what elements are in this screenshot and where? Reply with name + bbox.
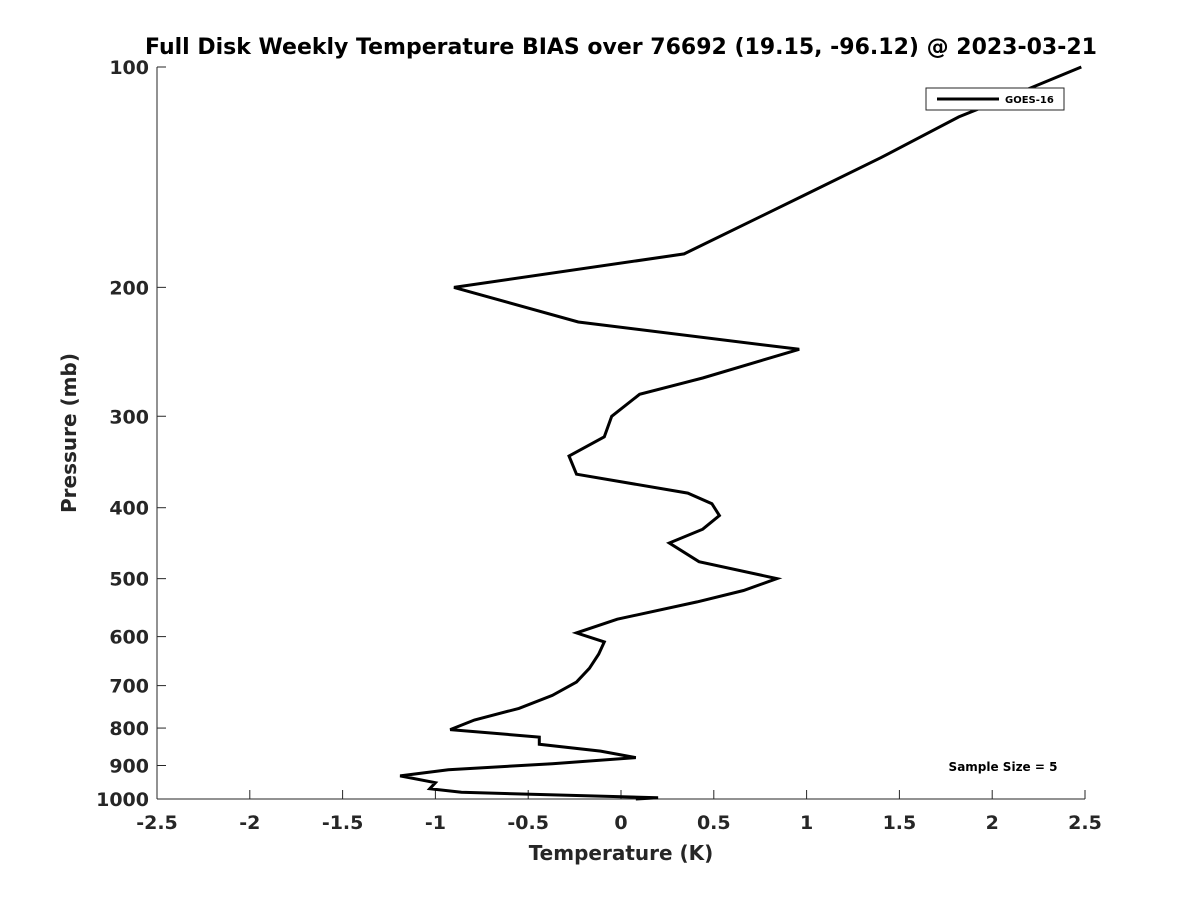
- y-tick-label: 900: [109, 756, 149, 778]
- chart-title: Full Disk Weekly Temperature BIAS over 7…: [145, 35, 1097, 60]
- y-tick-label: 600: [109, 627, 149, 649]
- x-axis-label: Temperature (K): [529, 841, 714, 865]
- legend: GOES-16: [925, 87, 1065, 111]
- y-ticks: 100 200 300 400 500 600 700 800 900 1000: [96, 57, 166, 811]
- x-tick-label: 2.5: [1068, 812, 1102, 834]
- x-tick-label: -2.5: [136, 812, 178, 834]
- y-tick-label: 200: [109, 277, 149, 299]
- x-ticks: -2.5 -2 -1.5 -1 -0.5 0 0.5 1 1.5 2 2.5: [136, 790, 1102, 834]
- y-axis-label: Pressure (mb): [57, 353, 81, 513]
- y-tick-label: 700: [109, 676, 149, 698]
- x-tick-label: 1.5: [883, 812, 917, 834]
- y-tick-label: 300: [109, 406, 149, 428]
- x-tick-label: -1.5: [322, 812, 364, 834]
- plot-area: -2.5 -2 -1.5 -1 -0.5 0 0.5 1 1.5 2 2.5 100 200 300 40…: [96, 57, 1102, 834]
- y-tick-label: 800: [109, 718, 149, 740]
- y-tick-label: 1000: [96, 789, 149, 811]
- series-layer: [399, 65, 1082, 801]
- x-tick-label: 0: [614, 812, 627, 834]
- x-tick-label: 0.5: [697, 812, 731, 834]
- legend-label-goes-16: GOES-16: [1005, 95, 1054, 106]
- x-tick-label: 1: [800, 812, 813, 834]
- sample-size-annotation: Sample Size = 5: [949, 760, 1058, 774]
- x-tick-label: -2: [239, 812, 260, 834]
- y-tick-label: 400: [109, 498, 149, 520]
- y-tick-label: 500: [109, 569, 149, 591]
- x-tick-label: 2: [986, 812, 999, 834]
- y-tick-label: 100: [109, 57, 149, 79]
- x-tick-label: -0.5: [507, 812, 549, 834]
- series-line-goes-16: [399, 65, 1082, 801]
- x-tick-label: -1: [425, 812, 446, 834]
